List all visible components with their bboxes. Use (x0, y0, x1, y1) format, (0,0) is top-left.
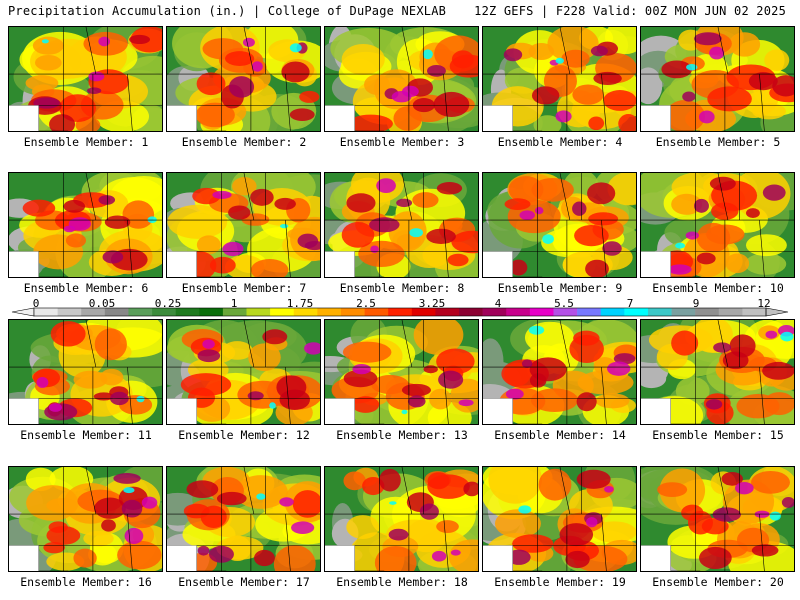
ensemble-member-label: Ensemble Member: 6 (23, 281, 149, 295)
ensemble-member-map (8, 466, 163, 572)
colorbar-segment (553, 308, 578, 316)
page-title: Precipitation Accumulation (in.) | Colle… (8, 4, 447, 18)
ensemble-member-map (166, 319, 321, 425)
precipitation-colorbar (0, 296, 800, 318)
ensemble-member-map (482, 466, 637, 572)
ensemble-member-map (482, 172, 637, 278)
ensemble-member-label: Ensemble Member: 10 (652, 281, 784, 295)
ensemble-member-map (482, 26, 637, 132)
colorbar-segment (577, 308, 602, 316)
ensemble-member-label: Ensemble Member: 11 (20, 428, 152, 442)
ensemble-member-map (166, 26, 321, 132)
colorbar-segment (104, 308, 129, 316)
ensemble-member-label: Ensemble Member: 2 (181, 135, 307, 149)
colorbar-segment (175, 308, 200, 316)
ensemble-member-map (640, 172, 795, 278)
colorbar-segment (482, 308, 507, 316)
ensemble-member-label: Ensemble Member: 14 (494, 428, 626, 442)
ensemble-member-map (8, 172, 163, 278)
colorbar-segment (459, 308, 483, 316)
ensemble-member-map (324, 26, 479, 132)
colorbar-segment (742, 308, 767, 316)
colorbar-segment (671, 308, 696, 316)
ensemble-member-label: Ensemble Member: 20 (652, 575, 784, 589)
colorbar-tick-label: 0.25 (154, 297, 182, 310)
colorbar-tick-label: 0.05 (88, 297, 116, 310)
colorbar-segment (506, 308, 531, 316)
ensemble-member-map (640, 26, 795, 132)
ensemble-member-label: Ensemble Member: 18 (336, 575, 468, 589)
colorbar-tick-label: 2.5 (356, 297, 376, 310)
ensemble-member-label: Ensemble Member: 7 (181, 281, 307, 295)
colorbar-segment (317, 308, 342, 316)
ensemble-member-label: Ensemble Member: 1 (23, 135, 149, 149)
colorbar-segment (246, 308, 271, 316)
colorbar-segment (340, 308, 365, 316)
ensemble-member-map (640, 319, 795, 425)
colorbar-segment (199, 308, 224, 316)
ensemble-member-label: Ensemble Member: 5 (655, 135, 781, 149)
colorbar-segment (647, 308, 672, 316)
ensemble-member-label: Ensemble Member: 9 (497, 281, 623, 295)
colorbar-tick-label: 3.25 (418, 297, 446, 310)
colorbar-segment (411, 308, 436, 316)
colorbar-segment (600, 308, 625, 316)
colorbar-segment (81, 308, 106, 316)
colorbar-min-arrow (11, 307, 35, 317)
colorbar-graphic (11, 307, 789, 317)
ensemble-member-label: Ensemble Member: 12 (178, 428, 310, 442)
colorbar-segment (152, 308, 176, 316)
ensemble-member-label: Ensemble Member: 19 (494, 575, 626, 589)
ensemble-member-map (166, 466, 321, 572)
colorbar-segment (435, 308, 460, 316)
ensemble-member-label: Ensemble Member: 4 (497, 135, 623, 149)
colorbar-segment (34, 308, 58, 316)
colorbar-tick-label: 1 (230, 297, 238, 310)
ensemble-member-map (324, 466, 479, 572)
ensemble-member-label: Ensemble Member: 3 (339, 135, 465, 149)
ensemble-member-label: Ensemble Member: 8 (339, 281, 465, 295)
colorbar-tick-label: 0 (32, 297, 40, 310)
ensemble-member-map (324, 319, 479, 425)
colorbar-segment (388, 308, 413, 316)
ensemble-member-map (324, 172, 479, 278)
ensemble-member-map (8, 26, 163, 132)
colorbar-tick-label: 12 (757, 297, 771, 310)
colorbar-segment (270, 308, 295, 316)
colorbar-tick-label: 4 (494, 297, 502, 310)
ensemble-member-label: Ensemble Member: 16 (20, 575, 152, 589)
colorbar-tick-label: 9 (692, 297, 700, 310)
ensemble-member-map (166, 172, 321, 278)
colorbar-tick-label: 5.5 (554, 297, 574, 310)
colorbar-segment (624, 308, 649, 316)
colorbar-segment (222, 308, 247, 316)
colorbar-segment (718, 308, 743, 316)
colorbar-segment (293, 308, 318, 316)
colorbar-tick-label: 7 (626, 297, 634, 310)
ensemble-member-map (482, 319, 637, 425)
colorbar-segment (529, 308, 554, 316)
colorbar-tick-label: 1.75 (286, 297, 314, 310)
colorbar-segment (695, 308, 720, 316)
ensemble-member-map (640, 466, 795, 572)
ensemble-member-label: Ensemble Member: 17 (178, 575, 310, 589)
colorbar-segment (57, 308, 82, 316)
ensemble-member-label: Ensemble Member: 13 (336, 428, 468, 442)
colorbar-segment (128, 308, 153, 316)
ensemble-member-label: Ensemble Member: 15 (652, 428, 784, 442)
ensemble-member-map (8, 319, 163, 425)
colorbar-segment (364, 308, 389, 316)
model-run-info: 12Z GEFS | F228 Valid: 00Z MON JUN 02 20… (474, 4, 786, 18)
